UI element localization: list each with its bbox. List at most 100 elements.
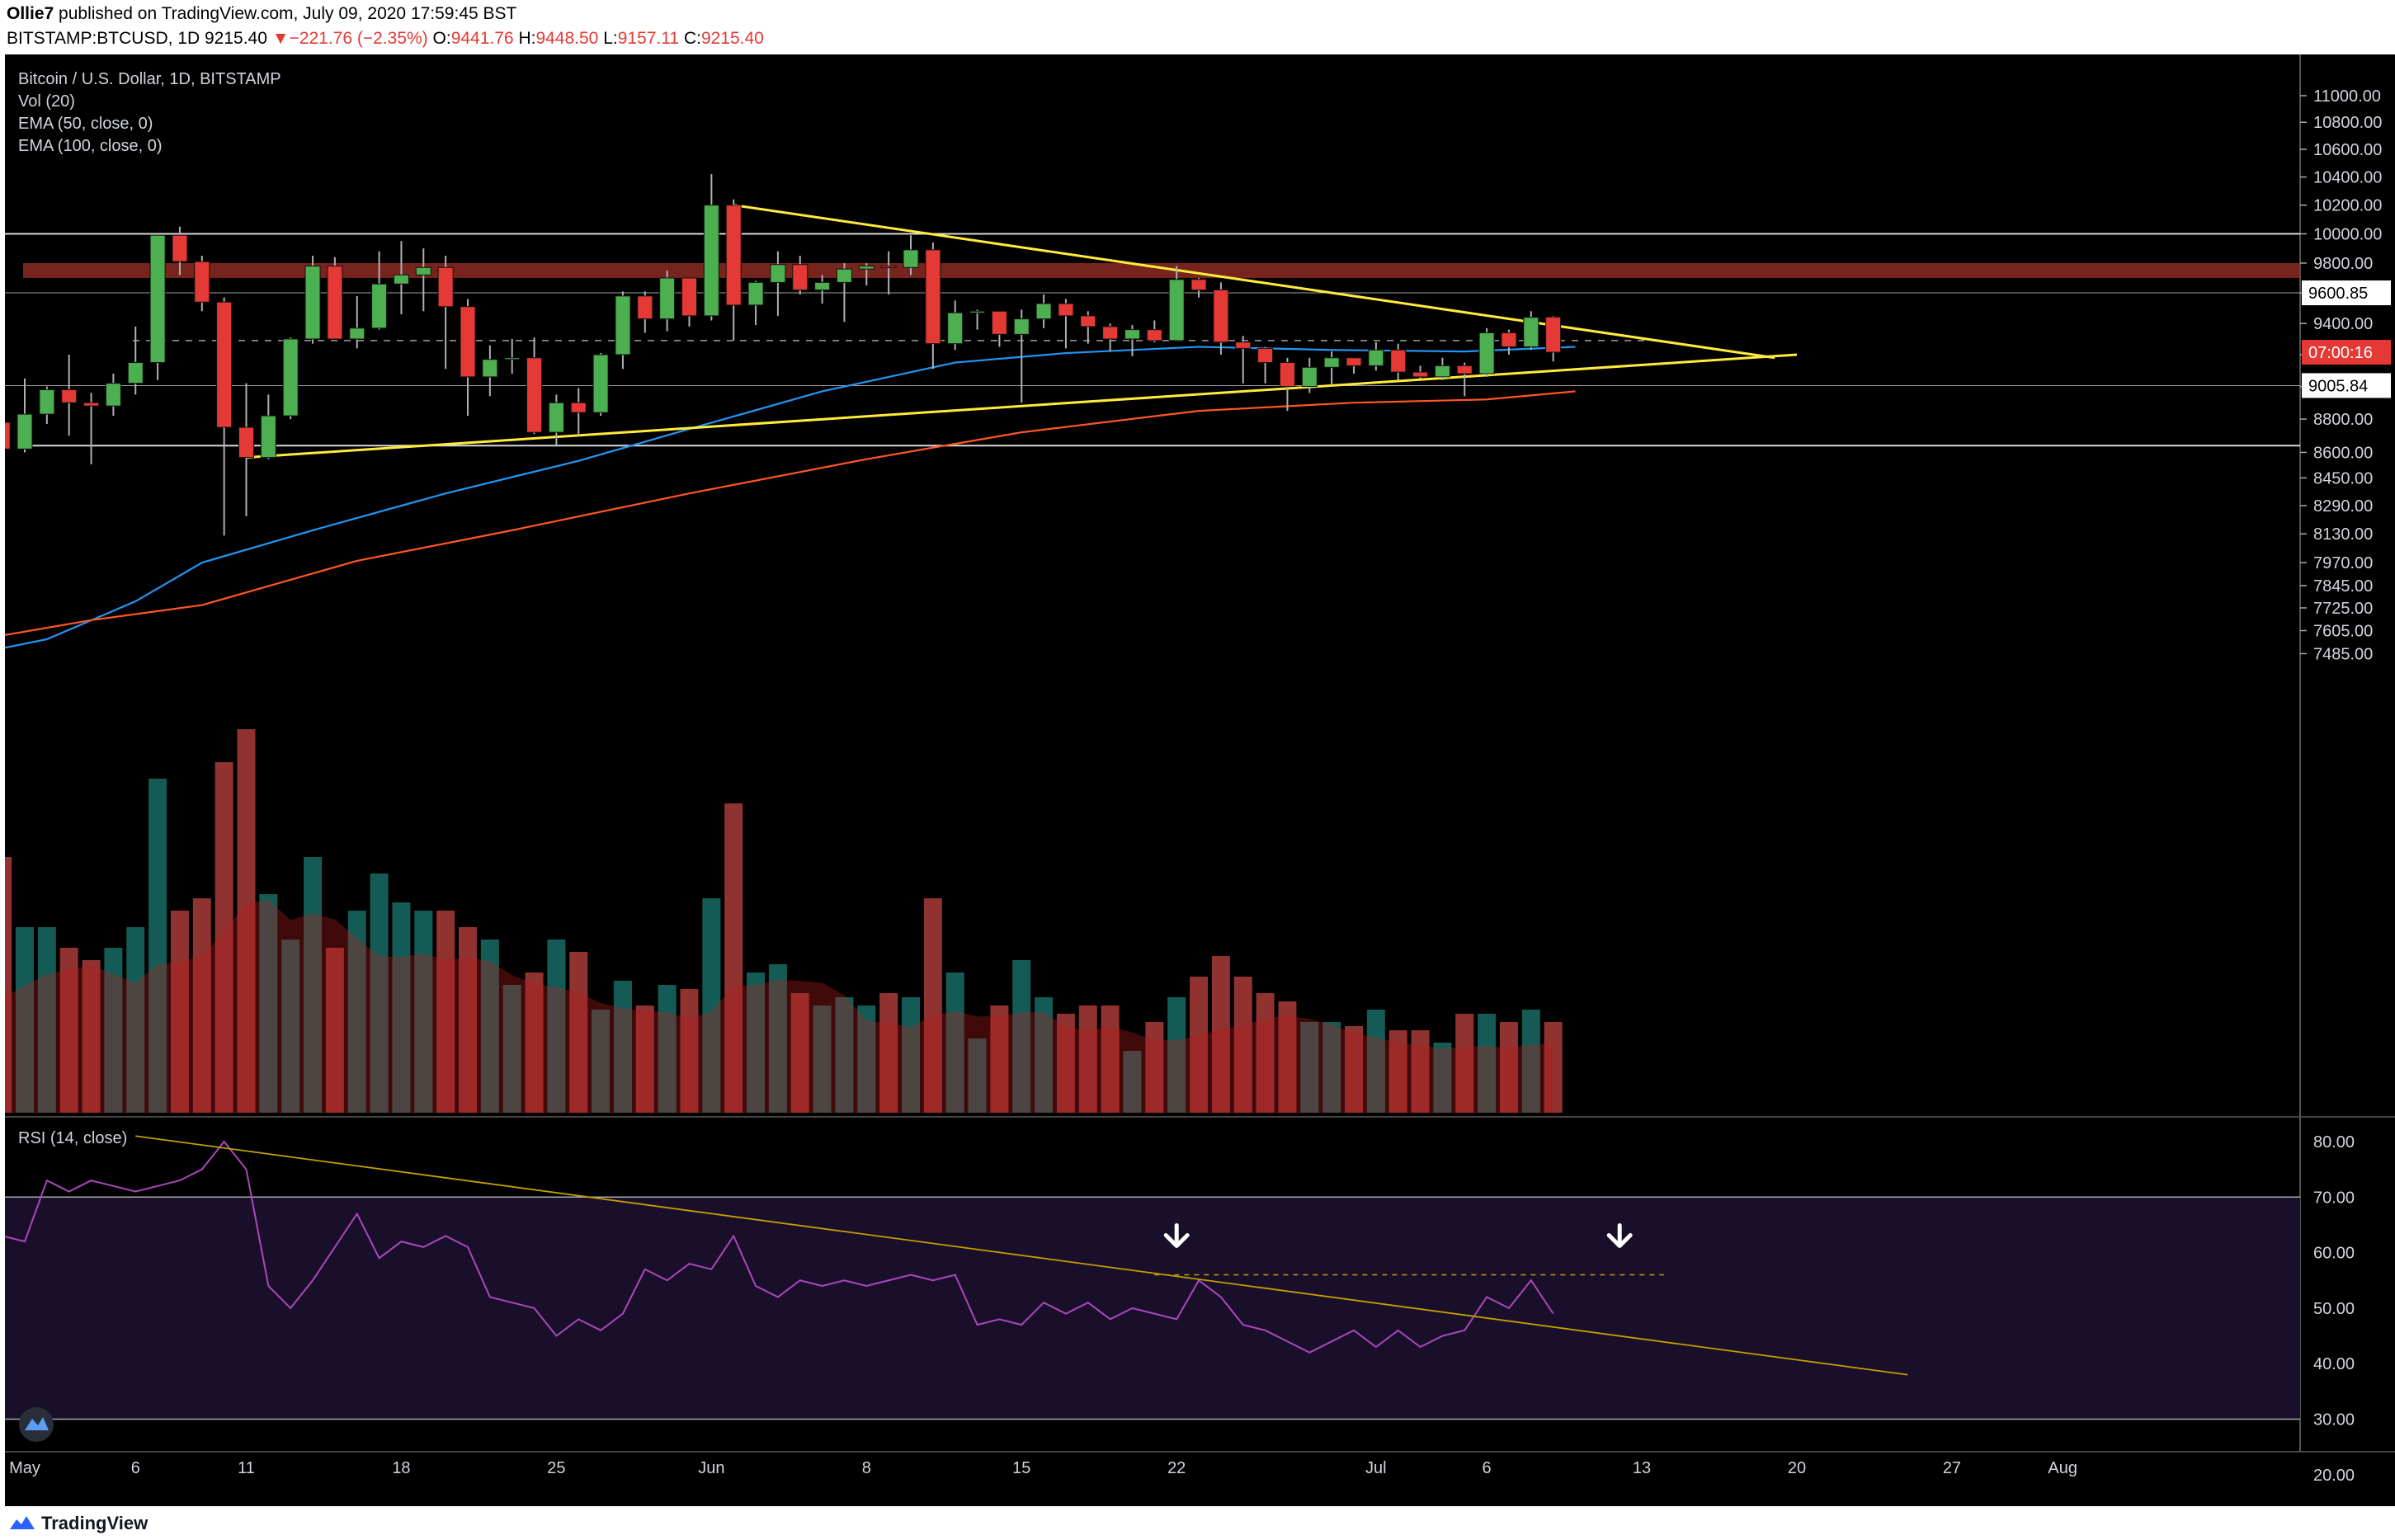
legend-ema50: EMA (50, close, 0) [18, 115, 153, 133]
candle-body [792, 264, 809, 291]
candle-body [1190, 279, 1207, 291]
chart-area[interactable]: 11000.00 10800.00 10600.00 10400.00 10200.00… [5, 54, 2395, 1506]
candle-body [1146, 329, 1162, 341]
candle-body [725, 205, 742, 306]
candle-body [1346, 357, 1362, 366]
volume-bar [1388, 1030, 1407, 1113]
volume-bar [1345, 1026, 1363, 1113]
price-tick-label: 10200.00 [2313, 197, 2382, 215]
rsi-band [5, 1197, 2300, 1420]
volume-bar [547, 940, 566, 1113]
price-tick-label: 8450.00 [2313, 469, 2373, 487]
rsi-tick-label: 60.00 [2313, 1245, 2355, 1263]
volume-bar [325, 948, 344, 1113]
volume-bar [1300, 1022, 1319, 1113]
volume-bar [1366, 1010, 1385, 1113]
candle-body [1257, 347, 1274, 364]
last-price: 9215.40 [204, 29, 267, 48]
volume-bar [1035, 997, 1054, 1113]
candle-body [61, 389, 78, 403]
background-layer [5, 54, 2395, 1506]
legend-ema100: EMA (100, close, 0) [18, 137, 163, 155]
volume-bar [1322, 1022, 1341, 1113]
price-tick-label: 10000.00 [2313, 225, 2382, 243]
close-value: 9215.40 [700, 29, 764, 48]
volume-bar [680, 989, 699, 1113]
volume-bar [16, 927, 34, 1113]
price-badge [2302, 340, 2391, 365]
volume-bar [259, 894, 278, 1113]
time-tick-label: 11 [238, 1459, 255, 1477]
price-tick-label: 10800.00 [2313, 114, 2382, 132]
volume-bar [459, 927, 477, 1113]
author-name[interactable]: Ollie7 [7, 4, 54, 23]
candle-body [5, 421, 11, 450]
time-tick-label: 6 [1483, 1459, 1492, 1477]
volume-bar [59, 948, 78, 1113]
time-tick-label: Jun [698, 1459, 724, 1477]
price-chart-svg[interactable]: 11000.00 10800.00 10600.00 10400.00 10200.00… [5, 54, 2395, 1506]
tradingview-logo-icon [10, 1516, 35, 1529]
volume-bar [1544, 1022, 1563, 1113]
candle-body [83, 402, 100, 407]
candle-body [1080, 315, 1096, 327]
volume-bar [1101, 1005, 1120, 1113]
price-tick-label: 8600.00 [2313, 444, 2373, 462]
candle-body [947, 312, 964, 345]
volume-bar [569, 952, 588, 1113]
candle-body [836, 268, 852, 283]
candle-body [526, 357, 543, 433]
candle-body [925, 249, 941, 345]
volume-bar [1078, 1005, 1097, 1113]
time-tick-label: 13 [1633, 1459, 1651, 1477]
volume-bar [613, 981, 632, 1113]
candle-body [548, 402, 564, 433]
open-value: 9441.76 [450, 29, 514, 48]
candle-body [504, 357, 521, 360]
rsi-line [5, 1140, 1554, 1354]
time-tick-label: May [9, 1459, 40, 1477]
volume-bar [480, 940, 499, 1113]
volume-bar [1211, 956, 1230, 1113]
time-tick-label: 18 [392, 1459, 410, 1477]
candle-body [1390, 349, 1407, 373]
candle-body [1213, 290, 1229, 343]
symbol-name: BITSTAMP:BTCUSD, 1D [7, 29, 200, 48]
candle-body [747, 281, 764, 306]
rsi-tick-label: 30.00 [2313, 1411, 2355, 1429]
candle-body [814, 281, 831, 291]
candle-body [304, 266, 321, 340]
rsi-tick-label: 20.00 [2313, 1467, 2355, 1485]
volume-bar [835, 997, 854, 1113]
resistance-zone [23, 262, 2300, 278]
candle-body [172, 234, 188, 262]
volume-bar [436, 911, 455, 1113]
volume-bar [5, 857, 12, 1113]
price-tick-label: 8130.00 [2313, 525, 2373, 544]
low-value: 9157.11 [617, 29, 680, 48]
price-badge-label: 9005.84 [2308, 377, 2368, 395]
volume-bar [1256, 993, 1275, 1113]
candle-body [1279, 362, 1295, 388]
candle-body [393, 274, 409, 285]
price-tick-label: 10600.00 [2313, 141, 2382, 159]
price-tick-label: 11000.00 [2313, 87, 2381, 106]
volume-bar [857, 1005, 876, 1113]
candle-body [105, 383, 121, 407]
price-badge-label: 07:00:16 [2308, 344, 2373, 362]
footer-brand: TradingView [41, 1513, 149, 1533]
volume-bar [702, 898, 721, 1113]
candle-body [703, 205, 719, 317]
volume-bar [1455, 1014, 1474, 1113]
candle-body [39, 389, 55, 415]
rsi-tick-label: 50.00 [2313, 1300, 2355, 1318]
close-label: C: [683, 29, 701, 48]
candle-body [681, 277, 697, 317]
time-tick-label: 22 [1167, 1459, 1186, 1477]
volume-bar [1411, 1030, 1430, 1113]
candle-body [1523, 317, 1539, 347]
price-tick-label: 8290.00 [2313, 497, 2373, 516]
volume-bar [747, 973, 766, 1113]
candle-body [1434, 365, 1450, 378]
volume-bar [304, 857, 323, 1113]
